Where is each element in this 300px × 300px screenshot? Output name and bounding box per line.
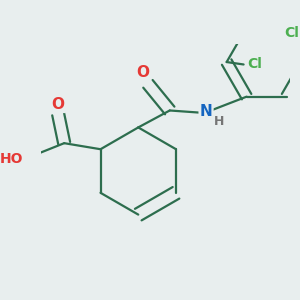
Text: O: O [52,97,64,112]
Text: HO: HO [0,152,23,166]
Text: Cl: Cl [285,26,299,40]
Text: H: H [214,115,225,128]
Text: O: O [136,65,150,80]
Text: N: N [200,104,212,119]
Text: Cl: Cl [247,58,262,71]
